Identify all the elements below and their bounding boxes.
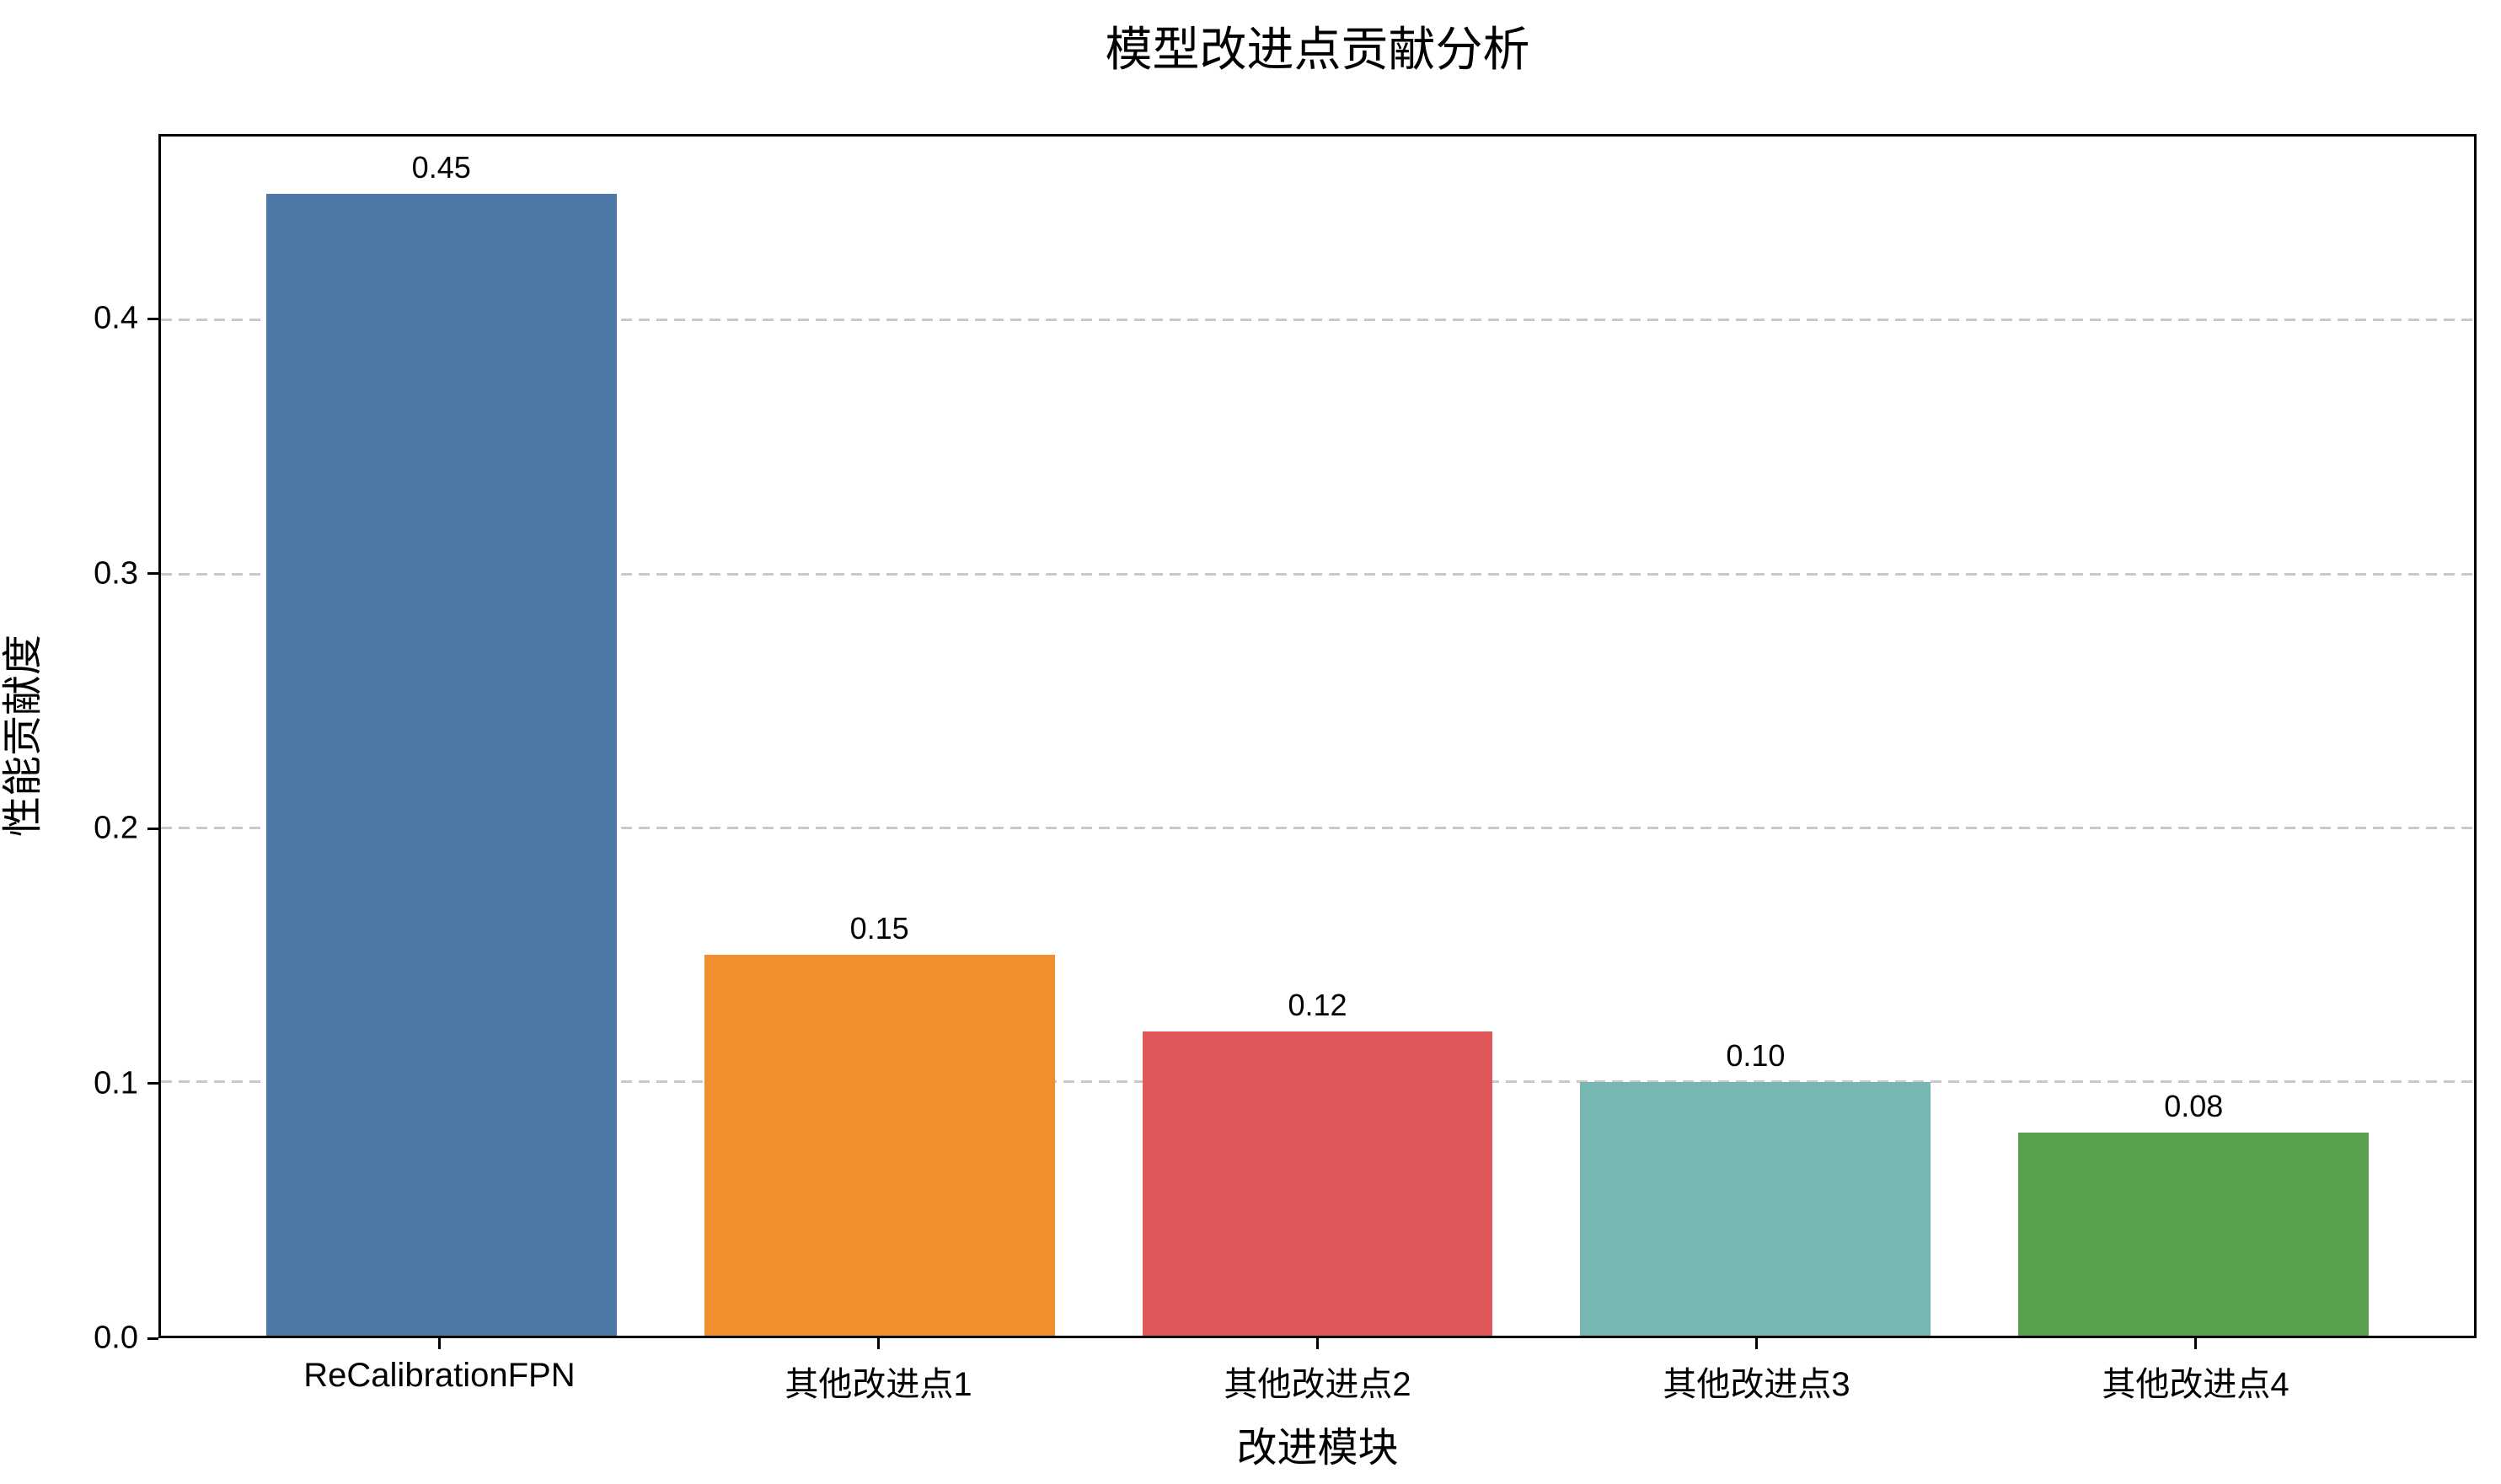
x-tick-mark — [1316, 1338, 1319, 1349]
bar-其他改进点4 — [2018, 1133, 2370, 1336]
y-tick-label: 0.2 — [94, 810, 138, 846]
bar-value-label: 0.10 — [1726, 1037, 1786, 1073]
bar-其他改进点2 — [1142, 1031, 1493, 1336]
bar-ReCalibrationFPN — [265, 193, 617, 1336]
x-tick-label-3: 其他改进点3 — [1663, 1366, 1850, 1403]
y-tick-label: 0.3 — [94, 555, 138, 592]
x-tick-label-1: 其他改进点1 — [785, 1366, 972, 1403]
y-tick-mark — [147, 1337, 158, 1340]
gridline-y-0.2 — [161, 826, 2474, 829]
bar-value-label: 0.45 — [411, 149, 471, 185]
y-tick-label: 0.4 — [94, 300, 138, 336]
y-tick-mark — [147, 317, 158, 320]
bar-value-label: 0.15 — [849, 911, 909, 946]
bar-其他改进点1 — [704, 955, 1055, 1336]
x-tick-mark — [2194, 1338, 2198, 1349]
plot-area: 0.45 0.15 0.12 0.10 0.08 — [158, 134, 2477, 1338]
y-tick-mark — [147, 1082, 158, 1085]
x-tick-label-2: 其他改进点2 — [1224, 1366, 1411, 1403]
x-tick-label-0: ReCalibrationFPN — [303, 1357, 576, 1394]
bar-value-label: 0.08 — [2164, 1089, 2224, 1124]
bar-value-label: 0.12 — [1288, 987, 1347, 1022]
y-axis-label: 性能贡献度 — [1, 634, 46, 838]
bar-其他改进点3 — [1580, 1081, 1931, 1336]
gridline-y-0.3 — [161, 572, 2474, 576]
x-tick-mark — [1755, 1338, 1759, 1349]
gridline-y-0.4 — [161, 319, 2474, 322]
chart-title: 模型改进点贡献分析 — [1105, 23, 1530, 76]
y-tick-mark — [147, 827, 158, 830]
y-tick-mark — [147, 572, 158, 576]
x-axis-label: 改进模块 — [1236, 1426, 1399, 1471]
x-tick-mark — [437, 1338, 441, 1349]
x-tick-mark — [876, 1338, 880, 1349]
y-tick-label: 0.1 — [94, 1065, 138, 1101]
y-tick-label: 0.0 — [94, 1320, 138, 1356]
x-tick-label-4: 其他改进点4 — [2102, 1366, 2289, 1403]
